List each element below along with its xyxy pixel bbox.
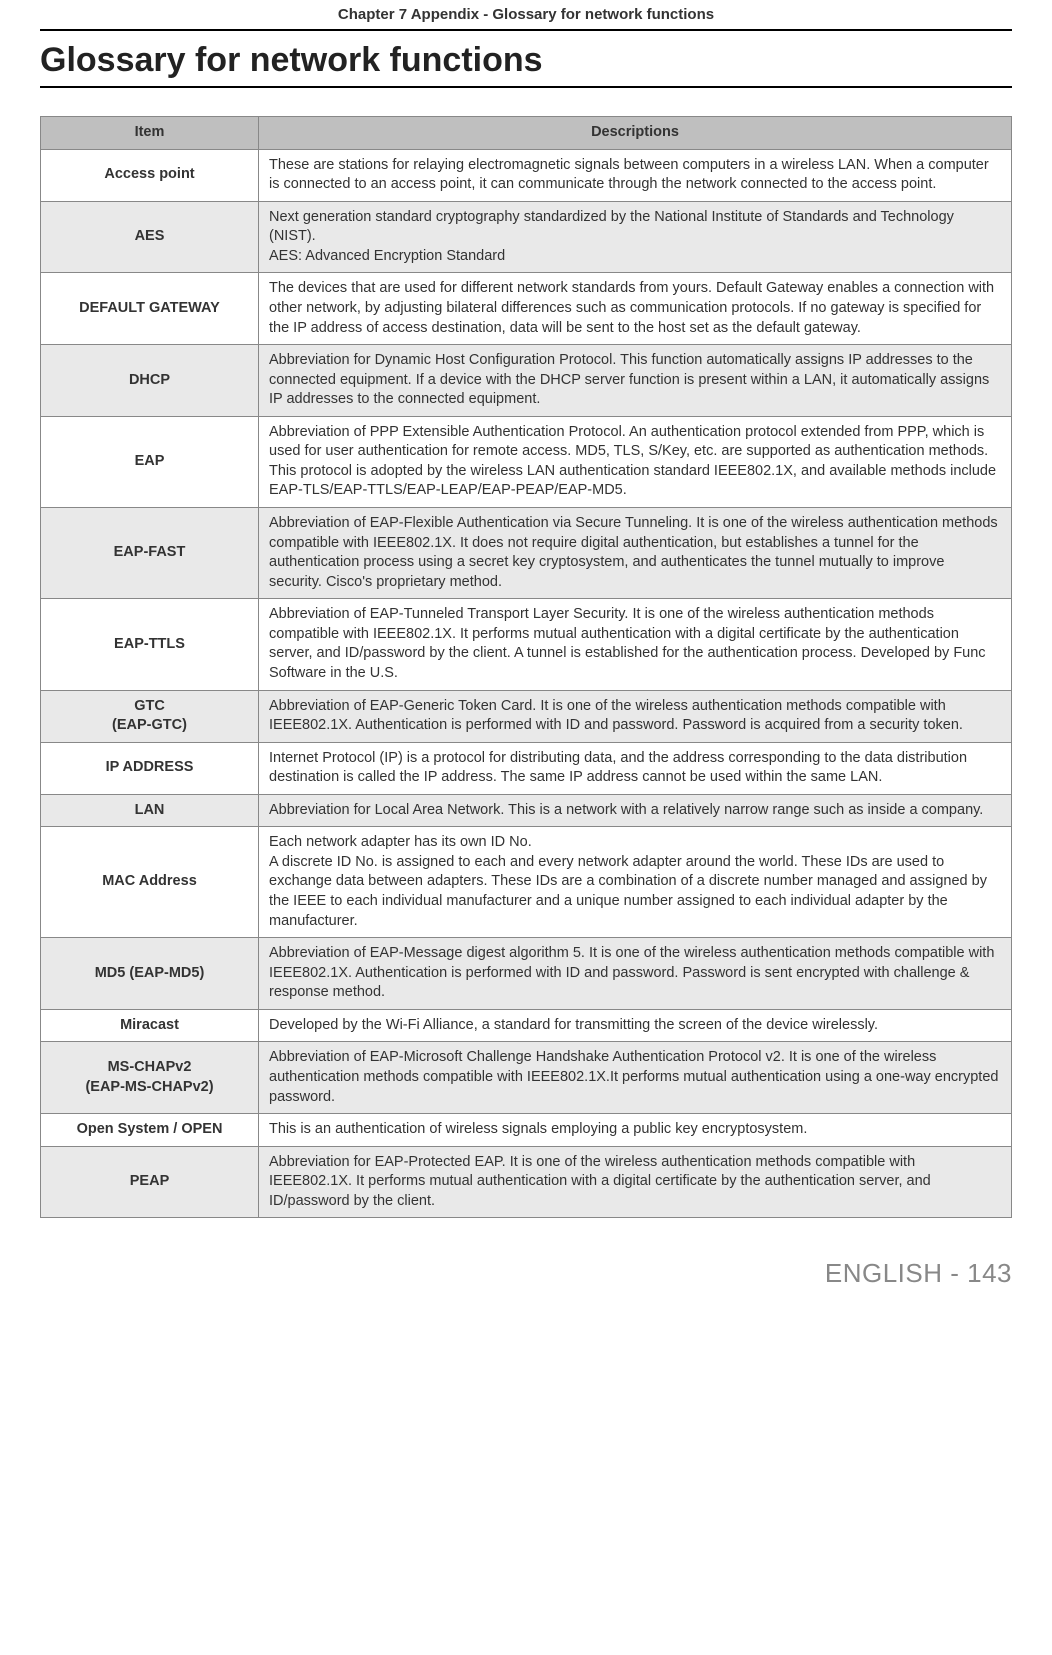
table-row: DHCPAbbreviation for Dynamic Host Config… (41, 345, 1012, 417)
glossary-item: Open System / OPEN (41, 1114, 259, 1147)
glossary-desc: Abbreviation for Local Area Network. Thi… (259, 794, 1012, 827)
glossary-item: PEAP (41, 1146, 259, 1218)
glossary-desc: These are stations for relaying electrom… (259, 149, 1012, 201)
glossary-item: EAP-FAST (41, 508, 259, 599)
glossary-item: LAN (41, 794, 259, 827)
table-row: Access pointThese are stations for relay… (41, 149, 1012, 201)
table-row: MS-CHAPv2 (EAP-MS-CHAPv2)Abbreviation of… (41, 1042, 1012, 1114)
glossary-desc: Abbreviation of EAP-Message digest algor… (259, 938, 1012, 1010)
table-row: MAC AddressEach network adapter has its … (41, 827, 1012, 938)
glossary-item: MS-CHAPv2 (EAP-MS-CHAPv2) (41, 1042, 259, 1114)
glossary-desc: Developed by the Wi-Fi Alliance, a stand… (259, 1009, 1012, 1042)
glossary-table: Item Descriptions Access pointThese are … (40, 116, 1012, 1218)
table-row: AESNext generation standard cryptography… (41, 201, 1012, 273)
glossary-desc: Internet Protocol (IP) is a protocol for… (259, 742, 1012, 794)
table-row: MD5 (EAP-MD5)Abbreviation of EAP-Message… (41, 938, 1012, 1010)
glossary-desc: The devices that are used for different … (259, 273, 1012, 345)
chapter-header: Chapter 7 Appendix - Glossary for networ… (40, 0, 1012, 31)
table-row: GTC (EAP-GTC)Abbreviation of EAP-Generic… (41, 690, 1012, 742)
glossary-desc: Abbreviation of EAP-Flexible Authenticat… (259, 508, 1012, 599)
glossary-desc: Abbreviation for Dynamic Host Configurat… (259, 345, 1012, 417)
table-row: DEFAULT GATEWAYThe devices that are used… (41, 273, 1012, 345)
glossary-item: Access point (41, 149, 259, 201)
glossary-item: GTC (EAP-GTC) (41, 690, 259, 742)
glossary-desc: Abbreviation of PPP Extensible Authentic… (259, 416, 1012, 507)
glossary-item: AES (41, 201, 259, 273)
glossary-desc: Abbreviation of EAP-Generic Token Card. … (259, 690, 1012, 742)
table-row: EAP-TTLSAbbreviation of EAP-Tunneled Tra… (41, 599, 1012, 690)
glossary-desc: Each network adapter has its own ID No. … (259, 827, 1012, 938)
glossary-desc: Abbreviation for EAP-Protected EAP. It i… (259, 1146, 1012, 1218)
table-row: Open System / OPENThis is an authenticat… (41, 1114, 1012, 1147)
glossary-item: DHCP (41, 345, 259, 417)
glossary-item: EAP-TTLS (41, 599, 259, 690)
table-row: LANAbbreviation for Local Area Network. … (41, 794, 1012, 827)
glossary-desc: Abbreviation of EAP-Tunneled Transport L… (259, 599, 1012, 690)
glossary-item: MD5 (EAP-MD5) (41, 938, 259, 1010)
page-number: ENGLISH - 143 (40, 1258, 1012, 1289)
table-row: PEAPAbbreviation for EAP-Protected EAP. … (41, 1146, 1012, 1218)
table-row: MiracastDeveloped by the Wi-Fi Alliance,… (41, 1009, 1012, 1042)
glossary-item: EAP (41, 416, 259, 507)
glossary-desc: This is an authentication of wireless si… (259, 1114, 1012, 1147)
table-row: EAP-FASTAbbreviation of EAP-Flexible Aut… (41, 508, 1012, 599)
col-header-desc: Descriptions (259, 117, 1012, 150)
glossary-item: MAC Address (41, 827, 259, 938)
glossary-item: Miracast (41, 1009, 259, 1042)
glossary-item: IP ADDRESS (41, 742, 259, 794)
table-row: EAPAbbreviation of PPP Extensible Authen… (41, 416, 1012, 507)
page-title: Glossary for network functions (40, 41, 1012, 88)
col-header-item: Item (41, 117, 259, 150)
glossary-desc: Next generation standard cryptography st… (259, 201, 1012, 273)
glossary-desc: Abbreviation of EAP-Microsoft Challenge … (259, 1042, 1012, 1114)
table-row: IP ADDRESSInternet Protocol (IP) is a pr… (41, 742, 1012, 794)
glossary-item: DEFAULT GATEWAY (41, 273, 259, 345)
